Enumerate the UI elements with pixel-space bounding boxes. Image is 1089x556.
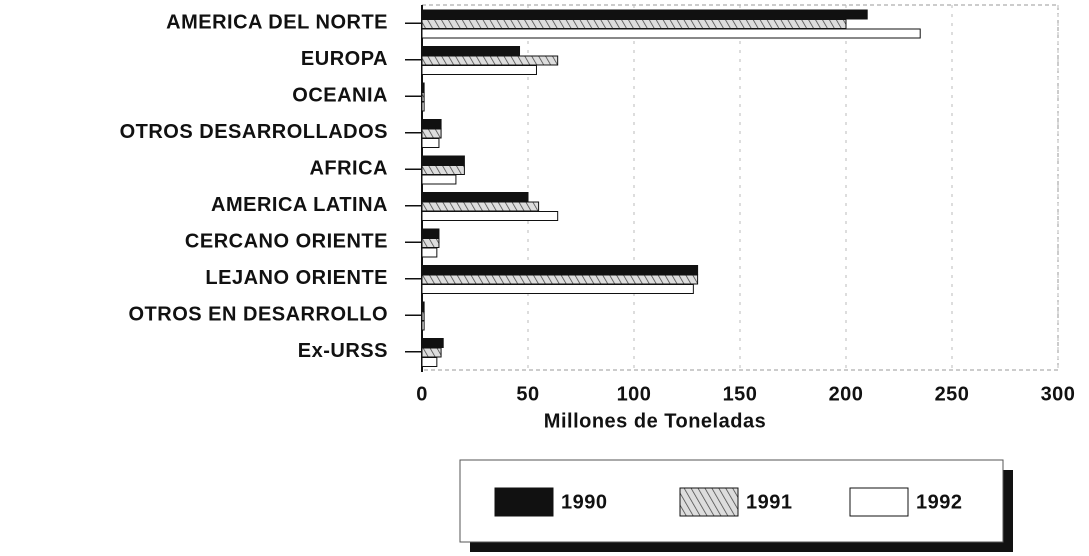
bar (421, 301, 425, 312)
bar (421, 92, 425, 102)
legend-swatch (849, 487, 909, 517)
bar (421, 228, 440, 239)
y-tick-label: AFRICA (309, 158, 388, 180)
bar (421, 155, 465, 166)
bar (421, 311, 425, 321)
bar (421, 192, 529, 202)
bar (421, 19, 847, 29)
y-tick-label: AMERICA LATINA (211, 194, 388, 216)
bar (421, 284, 694, 294)
y-tick-label: OTROS DESARROLLADOS (120, 121, 388, 143)
y-tick-label: OTROS EN DESARROLLO (128, 304, 388, 326)
y-tick-label: LEJANO ORIENTE (205, 267, 388, 289)
legend-label: 1990 (561, 491, 608, 513)
bar (421, 247, 438, 258)
bar (421, 46, 521, 56)
bar (421, 119, 442, 129)
x-tick-label: 100 (617, 383, 652, 405)
bar (421, 9, 868, 20)
bar (421, 165, 465, 175)
bar (421, 128, 442, 139)
legend-swatch (494, 487, 554, 517)
y-tick-label: CERCANO ORIENTE (185, 231, 388, 253)
bar (421, 347, 442, 358)
y-tick-label: OCEANIA (292, 85, 388, 107)
bar (421, 265, 699, 275)
bar (421, 65, 537, 75)
y-tick-label: Ex-URSS (298, 340, 388, 362)
bar (421, 320, 425, 331)
y-tick-label: EUROPA (301, 48, 388, 70)
bar (421, 101, 425, 112)
legend-label: 1992 (916, 491, 963, 513)
x-tick-label: 250 (935, 383, 970, 405)
bar (421, 357, 438, 367)
bar (421, 274, 699, 285)
x-tick-label: 200 (829, 383, 864, 405)
bar (421, 338, 444, 348)
bar (421, 55, 559, 66)
bar (421, 138, 440, 148)
bar (421, 211, 559, 221)
x-axis-label: Millones de Toneladas (544, 410, 766, 432)
x-tick-label: 300 (1041, 383, 1076, 405)
bar (421, 82, 425, 93)
x-tick-label: 50 (516, 383, 539, 405)
bar (421, 238, 440, 248)
bar (421, 174, 457, 185)
bar (421, 28, 921, 39)
x-tick-label: 0 (416, 383, 428, 405)
x-tick-label: 150 (723, 383, 758, 405)
bar (421, 201, 540, 212)
y-tick-label: AMERICA DEL NORTE (166, 12, 388, 34)
legend-swatch (679, 487, 739, 517)
legend-label: 1991 (746, 491, 793, 513)
